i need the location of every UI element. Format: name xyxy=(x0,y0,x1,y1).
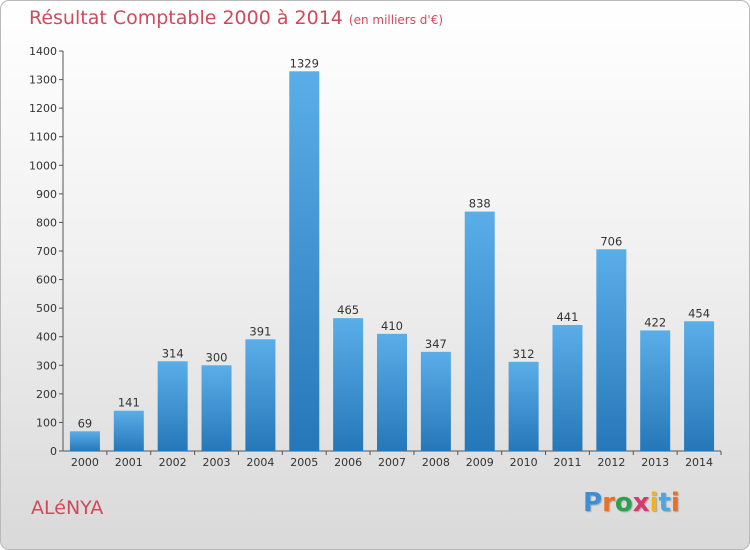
logo-letter: P xyxy=(583,488,603,518)
x-tick-label: 2006 xyxy=(334,456,362,469)
bar-value-label: 838 xyxy=(469,197,491,211)
bar-2002 xyxy=(157,361,188,451)
y-tick-label: 1300 xyxy=(29,74,57,87)
x-tick-label: 2013 xyxy=(641,456,669,469)
y-tick-label: 700 xyxy=(36,245,57,258)
y-tick-label: 600 xyxy=(36,274,57,287)
logo-letter: t xyxy=(658,488,671,518)
bar-value-label: 391 xyxy=(249,324,271,338)
y-tick-label: 400 xyxy=(36,331,57,344)
bar-value-label: 410 xyxy=(381,319,403,333)
bar-2009 xyxy=(464,211,495,451)
x-tick-label: 2002 xyxy=(159,456,187,469)
bar-value-label: 1329 xyxy=(290,56,319,70)
y-tick-label: 200 xyxy=(36,388,57,401)
proxiti-logo[interactable]: Proxiti xyxy=(583,488,680,518)
bars: 69 141 314 300 391 1329 465 410 347 838 312 441 706 4… xyxy=(69,56,715,452)
logo-letter: r xyxy=(602,488,615,518)
bar-value-label: 314 xyxy=(162,346,184,360)
bar-2005 xyxy=(289,71,320,452)
bar-value-label: 465 xyxy=(337,303,359,317)
y-tick-label: 300 xyxy=(36,359,57,372)
y-tick-label: 1400 xyxy=(29,45,57,58)
bar-2007 xyxy=(377,333,407,451)
bar-value-label: 441 xyxy=(556,310,578,324)
x-tick-label: 2001 xyxy=(115,456,143,469)
chart-title: Résultat Comptable 2000 à 2014 xyxy=(29,7,343,29)
y-tick-label: 1200 xyxy=(29,102,57,115)
x-tick-label: 2004 xyxy=(246,456,274,469)
x-tick-label: 2011 xyxy=(553,456,581,469)
bar-value-label: 300 xyxy=(206,350,228,364)
y-tick-label: 500 xyxy=(36,302,57,315)
chart-subtitle: (en milliers d'€) xyxy=(348,13,444,27)
bar-2014 xyxy=(684,321,715,451)
y-tick-label: 1000 xyxy=(29,159,57,172)
bar-2006 xyxy=(333,318,364,451)
x-tick-label: 2007 xyxy=(378,456,406,469)
bar-value-label: 69 xyxy=(78,416,93,430)
y-tick-label: 0 xyxy=(50,445,57,458)
bar-2013 xyxy=(640,330,671,451)
x-tick-label: 2009 xyxy=(466,456,494,469)
x-tick-label: 2000 xyxy=(71,456,99,469)
bar-2000 xyxy=(69,431,100,451)
bar-2008 xyxy=(420,351,451,451)
bar-value-label: 454 xyxy=(688,306,710,320)
x-tick-label: 2005 xyxy=(290,456,318,469)
y-tick-label: 1100 xyxy=(29,131,57,144)
bar-2010 xyxy=(508,361,539,451)
logo-letter: x xyxy=(632,488,650,518)
x-tick-label: 2010 xyxy=(510,456,538,469)
bar-2001 xyxy=(113,410,144,451)
y-tick-label: 900 xyxy=(36,188,57,201)
y-axis: 0 100 200 300 400 500 600 700 800 900 1000 1100 1200… xyxy=(29,45,64,458)
chart-title-block: Résultat Comptable 2000 à 2014 (en millie… xyxy=(29,7,443,29)
bar-value-label: 706 xyxy=(600,234,622,248)
x-axis: 2000 2001 2002 2003 2004 2005 2006 2007 2008 2009… xyxy=(63,450,722,469)
bar-2003 xyxy=(201,365,232,451)
y-tick-label: 100 xyxy=(36,416,57,429)
bar-value-label: 422 xyxy=(644,315,666,329)
x-tick-label: 2012 xyxy=(597,456,625,469)
place-name: ALéNYA xyxy=(31,497,104,519)
bar-2004 xyxy=(245,339,276,451)
x-tick-label: 2003 xyxy=(203,456,231,469)
logo-letter: i xyxy=(649,488,659,518)
bar-2011 xyxy=(552,325,583,451)
bar-value-label: 141 xyxy=(118,396,140,410)
y-tick-label: 800 xyxy=(36,216,57,229)
logo-letter: o xyxy=(614,488,633,518)
bar-value-label: 347 xyxy=(425,337,447,351)
x-tick-label: 2008 xyxy=(422,456,450,469)
logo-letter: i xyxy=(670,488,680,518)
bar-value-label: 312 xyxy=(513,347,535,361)
x-tick-label: 2014 xyxy=(685,456,713,469)
bar-2012 xyxy=(596,249,627,451)
